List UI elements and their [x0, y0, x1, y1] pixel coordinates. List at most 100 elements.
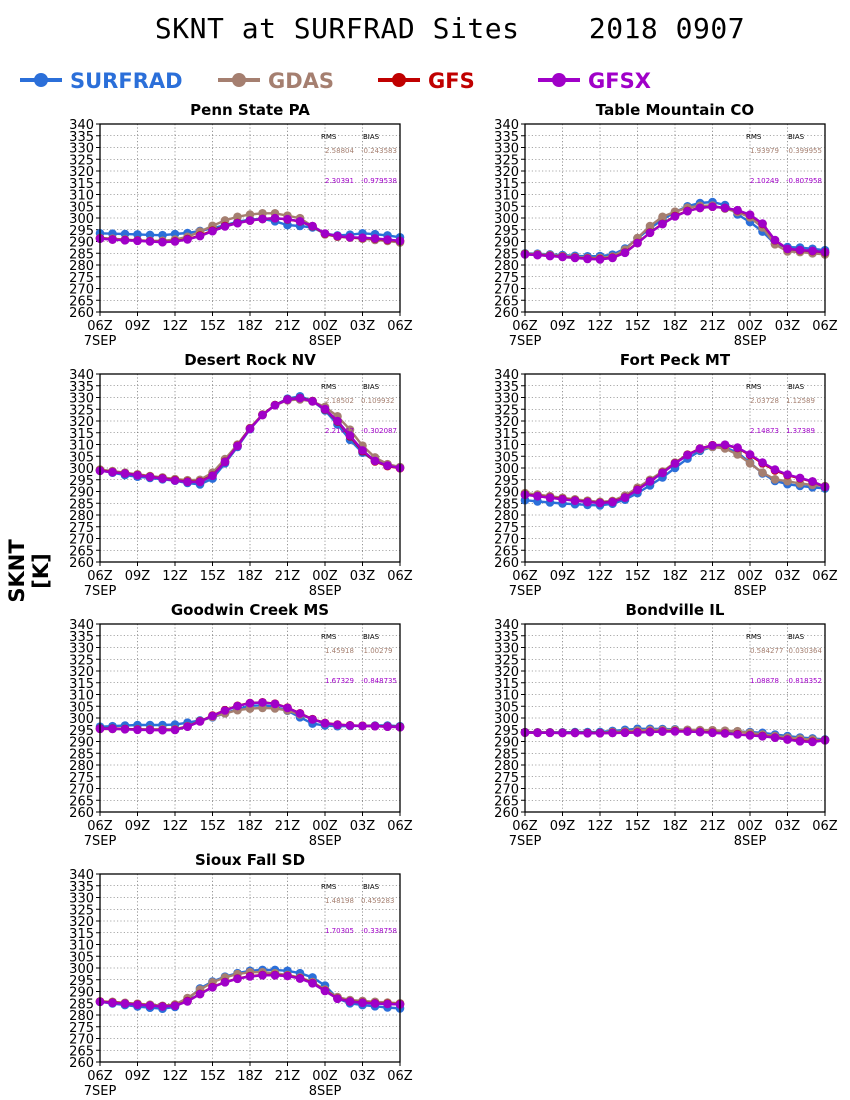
data-point	[758, 458, 767, 467]
data-point	[133, 471, 142, 480]
data-point	[595, 729, 605, 738]
data-point	[270, 401, 280, 410]
y-tick-label: 310	[494, 689, 519, 704]
data-point	[108, 467, 117, 477]
x-date-label: 8SEP	[309, 334, 342, 349]
y-tick-label: 265	[69, 544, 94, 559]
plot-frame	[99, 373, 401, 563]
plot-frame	[99, 123, 401, 313]
data-point	[383, 999, 392, 1009]
y-tick-label: 285	[494, 247, 519, 262]
data-point	[370, 721, 380, 731]
data-point	[783, 735, 792, 744]
data-point	[358, 446, 367, 455]
y-tick-label: 305	[69, 450, 94, 465]
data-point	[145, 725, 155, 735]
y-tick-label: 280	[69, 509, 94, 524]
data-point	[583, 497, 592, 507]
y-tick-label: 315	[494, 427, 519, 442]
y-tick-label: 330	[69, 642, 94, 657]
y-tick-label: 270	[494, 283, 519, 298]
data-point	[533, 728, 542, 738]
y-tick-label: 285	[69, 747, 94, 762]
series-gfsx	[95, 393, 405, 487]
stats-gdas-rms: 0.584277	[750, 647, 783, 655]
y-tick-label: 295	[69, 724, 94, 739]
data-point	[770, 475, 780, 484]
stats-gfsx-bias: -0.979538	[361, 177, 397, 185]
y-tick-label: 330	[69, 392, 94, 407]
y-tick-label: 275	[494, 521, 519, 536]
data-point	[208, 226, 217, 236]
stats-gdas-rms: 2.18502	[325, 397, 354, 405]
y-tick-label: 290	[494, 486, 519, 501]
data-point	[108, 724, 117, 734]
y-tick-label: 280	[69, 759, 94, 774]
stats-gfsx-rms: 1.70305	[325, 927, 354, 935]
y-tick-label: 270	[69, 283, 94, 298]
data-point	[108, 235, 117, 244]
axes: 2602652702752802852902953003053103153203…	[69, 118, 413, 349]
data-point	[333, 231, 342, 241]
data-point	[120, 725, 130, 734]
y-tick-label: 325	[69, 903, 94, 918]
y-tick-label: 310	[494, 439, 519, 454]
data-point	[758, 219, 767, 228]
data-point	[708, 202, 717, 211]
data-point	[295, 974, 305, 983]
x-tick-label: 09Z	[125, 819, 151, 834]
x-tick-label: 03Z	[775, 319, 801, 334]
y-tick-label: 335	[69, 380, 94, 395]
y-tick-label: 320	[69, 415, 94, 430]
data-point	[345, 233, 355, 242]
stats-gfsx-bias: -0.302087	[361, 427, 397, 435]
legend-label: SURFRAD	[70, 69, 183, 93]
data-point	[608, 728, 617, 738]
data-point	[233, 974, 242, 984]
stats-rms-header: RMS	[746, 383, 762, 391]
data-point	[570, 728, 580, 738]
y-tick-label: 300	[494, 212, 519, 227]
data-point	[720, 203, 730, 213]
y-tick-label: 330	[69, 892, 94, 907]
stats-rms-header: RMS	[746, 133, 762, 141]
y-tick-label: 310	[69, 439, 94, 454]
data-point	[633, 238, 642, 248]
x-date-label: 7SEP	[509, 834, 542, 849]
data-point	[383, 722, 392, 731]
plot-frame	[99, 623, 401, 813]
stats-gdas-bias: 0.109932	[361, 397, 394, 405]
y-tick-label: 330	[69, 142, 94, 157]
x-tick-label: 18Z	[237, 1069, 263, 1084]
stats-gdas-rms: 1.45918	[325, 647, 354, 655]
y-tick-label: 270	[494, 783, 519, 798]
data-point	[283, 214, 292, 224]
stats-rms-header: RMS	[321, 633, 337, 641]
x-tick-label: 09Z	[550, 819, 576, 834]
stats-bias-header: BIAS	[788, 133, 805, 141]
data-point	[333, 994, 342, 1004]
data-point	[220, 457, 230, 467]
y-tick-label: 275	[69, 1021, 94, 1036]
data-point	[120, 469, 130, 478]
data-point	[645, 221, 655, 231]
y-tick-label: 260	[69, 556, 94, 571]
stats-bias-header: BIAS	[788, 633, 805, 641]
y-tick-label: 310	[69, 189, 94, 204]
y-tick-label: 320	[69, 165, 94, 180]
y-tick-label: 265	[494, 544, 519, 559]
series-gfsx	[95, 213, 405, 247]
data-point	[545, 728, 555, 738]
stats-gfsx-rms: 2.21447	[325, 427, 354, 435]
x-tick-label: 18Z	[237, 319, 263, 334]
stats-box: RMS BIAS 1.48198 0.459283 1.70305 -0.338758	[321, 883, 397, 935]
data-point	[770, 465, 780, 474]
data-point	[320, 229, 330, 238]
plot-frame	[524, 123, 826, 313]
y-tick-label: 260	[69, 806, 94, 821]
x-tick-label: 00Z	[312, 1069, 338, 1084]
data-point	[620, 248, 630, 258]
data-point	[345, 721, 355, 730]
data-point	[320, 718, 330, 728]
x-date-label: 8SEP	[734, 834, 767, 849]
